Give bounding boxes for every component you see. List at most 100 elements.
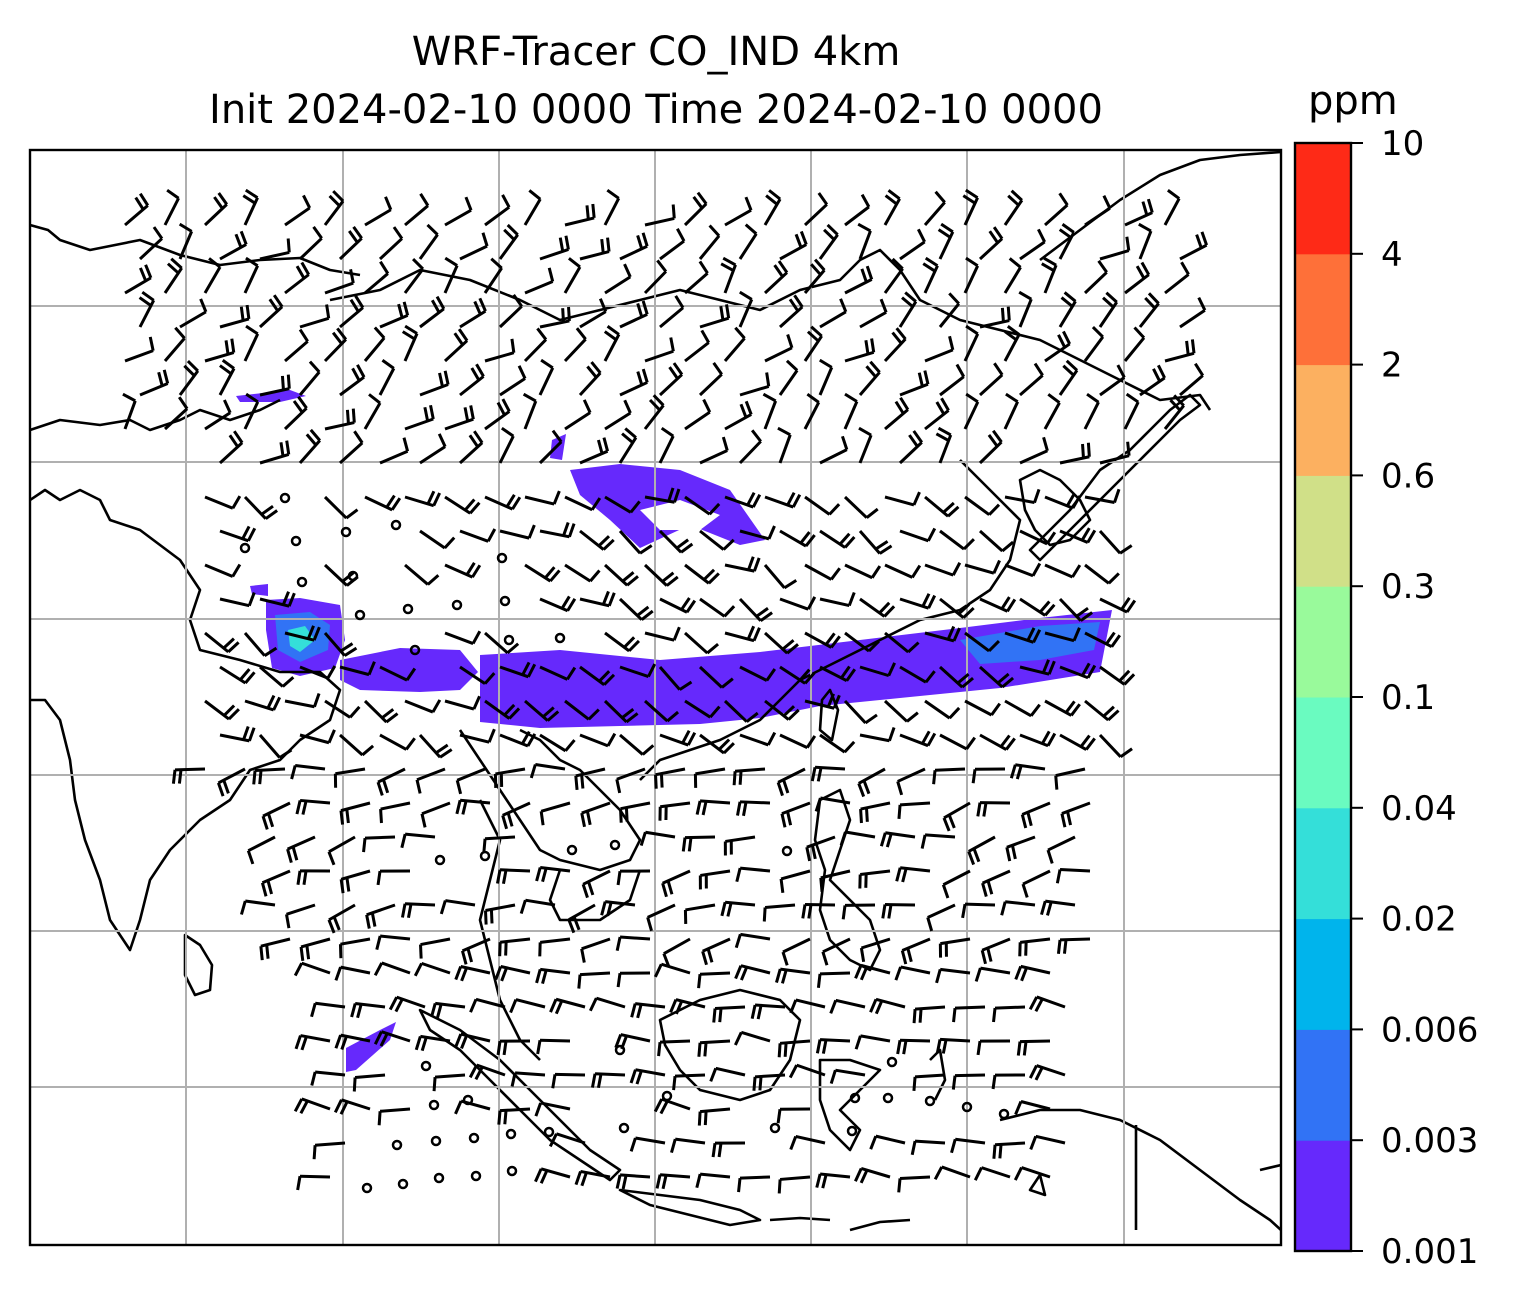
wind-barb-flag <box>673 488 681 503</box>
wind-barb <box>1022 869 1051 886</box>
wind-barb-flag <box>1007 194 1020 207</box>
wind-barb <box>418 233 439 260</box>
wind-barb-flag <box>895 867 902 882</box>
calm-wind-marker <box>849 1092 861 1104</box>
wind-barb-flag <box>264 509 279 520</box>
wind-barb-flag <box>486 528 497 543</box>
wind-barb-flag <box>720 677 734 689</box>
wind-barb-flag <box>636 234 644 250</box>
wind-barb-flag <box>280 375 285 390</box>
wind-barb-flag <box>661 571 675 583</box>
wind-barb-flag <box>415 779 422 794</box>
wind-barb-flag <box>884 194 898 206</box>
wind-barb-flag <box>734 1031 743 1046</box>
wind-barb-flag <box>293 962 304 977</box>
wind-barb <box>259 665 284 688</box>
wind-barb-flag <box>586 365 598 379</box>
wind-barb <box>699 971 731 976</box>
wind-barb-flag <box>1079 734 1091 748</box>
wind-barb-flag <box>1041 659 1050 674</box>
wind-barb-flag <box>539 811 545 826</box>
calm-wind-marker <box>781 845 793 857</box>
wind-barb-flag <box>680 597 691 611</box>
wind-barb-flag <box>738 770 743 785</box>
wind-barb-flag <box>926 732 937 747</box>
wind-barb-flag <box>709 1067 718 1082</box>
wind-barb-flag <box>896 781 904 796</box>
wind-barb-flag <box>405 737 416 751</box>
wind-barb-flag <box>606 325 620 336</box>
wind-barb-flag <box>950 1138 957 1154</box>
wind-barb-flag <box>352 1077 357 1092</box>
wind-barb-flag <box>879 298 888 313</box>
wind-barb-flag <box>432 1077 437 1092</box>
wind-barb <box>778 434 792 464</box>
wind-barb-flag <box>327 729 336 744</box>
wind-barb <box>484 351 515 363</box>
wind-barb <box>459 244 488 261</box>
wind-barb-flag <box>935 1039 942 1054</box>
wind-barb <box>739 384 770 397</box>
wind-barb <box>404 204 429 227</box>
wind-barb <box>675 1137 706 1145</box>
wind-barb-flag <box>534 1102 543 1117</box>
wind-barb-flag <box>857 782 866 798</box>
wind-barb <box>243 401 260 430</box>
wind-barb-flag <box>345 508 359 520</box>
wind-barb <box>978 373 1004 397</box>
wind-barb-flag <box>806 596 817 610</box>
colorbar-boxes <box>1295 143 1351 1252</box>
wind-barb-flag <box>746 625 756 640</box>
wind-barb-flag <box>400 903 407 918</box>
wind-barb-flag <box>1033 362 1044 377</box>
wind-barb-flag <box>623 636 636 649</box>
wind-barb <box>1084 563 1110 585</box>
wind-barb <box>416 767 446 782</box>
wind-barb-flag <box>295 265 306 280</box>
wind-barb-flag <box>443 370 450 385</box>
wind-barb-flag <box>432 492 441 507</box>
wind-barb <box>738 298 754 328</box>
wind-barb <box>524 280 554 295</box>
wind-barb <box>659 239 685 261</box>
wind-barb-flag <box>495 869 502 884</box>
wind-barb <box>819 597 850 608</box>
tracer-plume-secondary-band <box>960 622 1100 664</box>
wind-barb <box>914 1073 946 1079</box>
wind-barb-flag <box>1005 737 1016 751</box>
wind-barb-flag <box>870 565 882 579</box>
wind-barb-flag <box>776 781 784 797</box>
wind-barb-flag <box>697 974 702 989</box>
wind-barb <box>555 1132 586 1145</box>
colorbar-tick-label: 0.04 <box>1381 789 1457 829</box>
wind-barb <box>803 401 821 430</box>
wind-barb <box>1179 374 1204 397</box>
wind-barb-flag <box>629 500 641 514</box>
wind-barb-flag <box>1062 939 1068 954</box>
wind-barb-flag <box>222 637 235 650</box>
wind-barb-flag <box>549 569 561 583</box>
wind-barb <box>579 310 607 329</box>
wind-barb-flag <box>744 196 753 211</box>
wind-barb-flag <box>469 998 478 1013</box>
wind-barb-flag <box>621 1175 628 1190</box>
wind-barb-flag <box>376 870 382 886</box>
wind-barb <box>444 631 474 645</box>
wind-barb <box>739 1175 771 1180</box>
wind-barb <box>1044 563 1074 579</box>
wind-barb-flag <box>1091 325 1104 338</box>
wind-barb <box>927 903 956 919</box>
wind-barb-flag <box>420 813 427 828</box>
wind-barb-flag <box>935 401 946 415</box>
wind-barb-flag <box>1081 662 1091 677</box>
wind-barb-flag <box>864 713 878 725</box>
wind-barb-flag <box>661 1174 668 1190</box>
wind-barb-flag <box>575 327 587 341</box>
wind-barb <box>795 1134 826 1145</box>
wind-barb <box>298 237 323 261</box>
wind-barb-flag <box>965 256 979 268</box>
wind-barb-flag <box>921 593 931 607</box>
wind-barb <box>1019 449 1049 465</box>
wind-barb <box>364 208 392 227</box>
wind-barb-flag <box>287 592 296 607</box>
